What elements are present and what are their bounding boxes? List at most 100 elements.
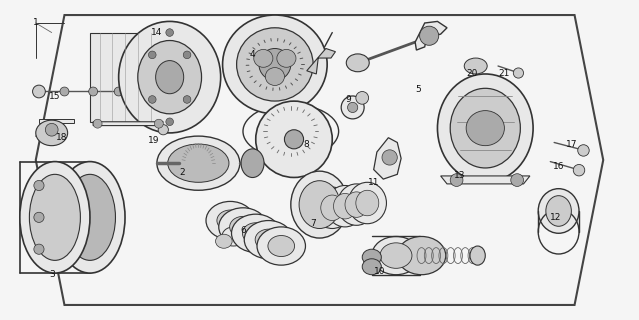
Polygon shape (307, 49, 335, 74)
Circle shape (148, 96, 156, 103)
Ellipse shape (65, 174, 116, 260)
Ellipse shape (538, 189, 579, 233)
Text: 14: 14 (151, 28, 162, 37)
Ellipse shape (346, 54, 369, 72)
Polygon shape (39, 119, 74, 123)
Ellipse shape (206, 201, 254, 240)
Ellipse shape (362, 249, 381, 265)
Circle shape (256, 101, 332, 178)
Circle shape (114, 87, 123, 96)
Polygon shape (90, 33, 170, 122)
Circle shape (60, 87, 69, 96)
Ellipse shape (55, 162, 125, 273)
Ellipse shape (337, 184, 376, 225)
Circle shape (341, 96, 364, 119)
Ellipse shape (138, 41, 201, 114)
Circle shape (158, 125, 169, 135)
Text: 17: 17 (566, 140, 577, 148)
Ellipse shape (345, 192, 368, 217)
Ellipse shape (222, 227, 245, 246)
Circle shape (45, 124, 58, 136)
Ellipse shape (244, 220, 293, 259)
Ellipse shape (362, 259, 381, 275)
Ellipse shape (334, 194, 357, 219)
Text: 10: 10 (374, 267, 386, 276)
Ellipse shape (268, 236, 295, 257)
Text: 1: 1 (33, 19, 38, 28)
Circle shape (89, 87, 98, 96)
Circle shape (578, 145, 589, 156)
Ellipse shape (219, 208, 267, 246)
Ellipse shape (546, 196, 571, 226)
Ellipse shape (397, 236, 446, 275)
Text: 16: 16 (553, 162, 564, 171)
Circle shape (356, 92, 369, 104)
Ellipse shape (380, 243, 412, 268)
Circle shape (33, 85, 45, 98)
Polygon shape (93, 122, 164, 125)
Ellipse shape (156, 60, 183, 94)
Text: 12: 12 (550, 213, 561, 222)
Circle shape (450, 174, 463, 187)
Ellipse shape (29, 174, 81, 260)
Circle shape (34, 180, 44, 191)
Ellipse shape (277, 50, 296, 67)
Text: 8: 8 (304, 140, 310, 148)
Ellipse shape (222, 15, 327, 114)
Ellipse shape (229, 216, 256, 237)
Ellipse shape (254, 50, 273, 67)
Text: 20: 20 (467, 69, 478, 78)
Ellipse shape (420, 26, 439, 45)
Ellipse shape (348, 182, 387, 224)
Polygon shape (374, 138, 401, 179)
Circle shape (166, 118, 173, 125)
Ellipse shape (168, 144, 229, 182)
Ellipse shape (438, 74, 533, 182)
Ellipse shape (242, 223, 269, 244)
Circle shape (183, 96, 191, 103)
Text: 2: 2 (180, 168, 185, 177)
Text: 7: 7 (311, 219, 316, 228)
Ellipse shape (326, 186, 364, 227)
Ellipse shape (299, 181, 340, 228)
Circle shape (34, 212, 44, 222)
Text: 15: 15 (49, 92, 61, 101)
Circle shape (148, 51, 156, 59)
Ellipse shape (217, 210, 243, 231)
Ellipse shape (157, 136, 240, 190)
Ellipse shape (356, 190, 379, 216)
Text: 19: 19 (148, 136, 160, 145)
Text: 11: 11 (368, 178, 380, 187)
Text: 3: 3 (49, 270, 54, 279)
Ellipse shape (119, 21, 220, 133)
Text: 21: 21 (498, 69, 510, 78)
Ellipse shape (450, 88, 520, 168)
Circle shape (183, 51, 191, 59)
Text: 13: 13 (454, 172, 466, 180)
Text: 9: 9 (345, 95, 351, 104)
Ellipse shape (241, 149, 264, 178)
Polygon shape (441, 176, 530, 184)
Text: 4: 4 (250, 50, 256, 59)
Ellipse shape (215, 234, 232, 248)
Ellipse shape (466, 111, 504, 146)
Ellipse shape (291, 171, 348, 238)
Ellipse shape (465, 58, 487, 74)
Circle shape (511, 174, 523, 187)
Ellipse shape (236, 28, 313, 101)
Text: 6: 6 (240, 226, 246, 235)
Ellipse shape (313, 187, 351, 228)
Circle shape (284, 130, 304, 149)
Ellipse shape (20, 162, 90, 273)
Ellipse shape (257, 227, 305, 265)
Ellipse shape (231, 214, 280, 252)
Circle shape (34, 244, 44, 254)
Text: 18: 18 (56, 133, 67, 142)
Polygon shape (415, 21, 447, 50)
Circle shape (573, 164, 585, 176)
Circle shape (348, 102, 358, 113)
Polygon shape (36, 15, 603, 305)
Circle shape (93, 119, 102, 128)
Text: 5: 5 (415, 85, 421, 94)
Ellipse shape (265, 68, 284, 85)
